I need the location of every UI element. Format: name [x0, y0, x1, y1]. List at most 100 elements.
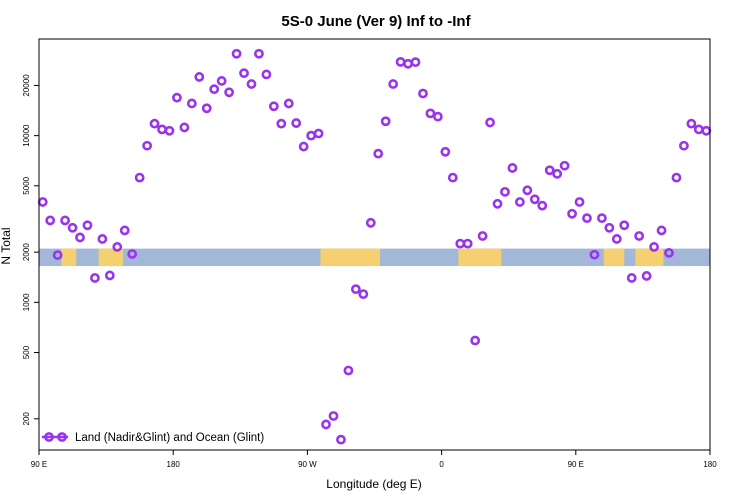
data-point — [97, 234, 108, 244]
data-point — [589, 249, 600, 260]
data-point — [604, 222, 615, 233]
data-point — [254, 48, 264, 59]
data-point — [701, 125, 712, 136]
data-point — [313, 128, 324, 139]
x-tick-label: 90 W — [298, 460, 317, 469]
x-axis-label: Longitude (deg E) — [326, 477, 421, 491]
legend: Land (Nadir&Glint) and Ocean (Glint) — [42, 432, 264, 444]
data-point — [664, 247, 674, 258]
data-point — [119, 225, 130, 236]
data-point — [283, 98, 294, 109]
data-point — [656, 225, 667, 236]
data-point — [149, 118, 160, 129]
data-point — [529, 194, 540, 205]
data-point — [693, 124, 704, 135]
data-point — [507, 163, 518, 173]
x-tick-label: 90 E — [568, 460, 584, 469]
data-point — [477, 231, 488, 241]
data-point — [611, 234, 622, 244]
data-point — [172, 92, 182, 103]
x-tick-label: 180 — [167, 460, 181, 469]
data-point — [67, 222, 78, 233]
data-point — [395, 56, 406, 67]
data-point — [567, 208, 577, 219]
data-point — [90, 273, 100, 283]
data-point — [455, 238, 466, 249]
data-point — [544, 165, 555, 176]
y-tick-label: 1000 — [22, 293, 31, 311]
data-point — [45, 215, 56, 226]
data-point — [291, 118, 302, 128]
y-tick-label: 500 — [22, 345, 31, 359]
data-point — [582, 213, 592, 224]
x-tick-label: 90 E — [31, 460, 47, 469]
data-point — [298, 141, 309, 152]
y-axis-label: N Total — [0, 227, 13, 264]
data-point — [485, 117, 495, 128]
data-point — [619, 220, 630, 231]
data-point — [276, 118, 287, 129]
land-segment — [458, 248, 502, 267]
land-segment — [61, 248, 77, 267]
data-point — [246, 79, 257, 89]
legend-marker-right — [57, 432, 67, 442]
data-point — [75, 232, 85, 243]
data-point — [403, 58, 413, 69]
surface-band — [39, 248, 710, 267]
x-tick-label: 0 — [439, 460, 444, 469]
data-point — [380, 116, 391, 127]
legend-label: Land (Nadir&Glint) and Ocean (Glint) — [75, 432, 264, 444]
data-point — [418, 88, 428, 99]
legend-marker-left — [44, 432, 54, 442]
data-point — [321, 419, 331, 430]
data-point — [104, 270, 115, 281]
data-point — [209, 84, 220, 95]
data-point — [164, 125, 175, 136]
data-point — [127, 249, 138, 259]
data-point — [82, 220, 93, 231]
data-point — [216, 76, 227, 86]
data-point — [239, 68, 249, 79]
plot-frame — [38, 38, 711, 451]
x-axis-ticks: 90 E 180 90 W 0 90 E 180 — [31, 450, 717, 469]
data-point — [410, 57, 421, 68]
y-axis-ticks: 200 500 1000 2000 5000 10000 20000 — [22, 74, 39, 425]
land-segment — [603, 248, 625, 267]
y-tick-label: 10000 — [22, 124, 31, 147]
data-point — [552, 168, 563, 179]
data-point — [462, 238, 473, 249]
data-point — [596, 213, 607, 224]
data-point — [306, 130, 317, 141]
data-point — [425, 108, 436, 119]
data-point — [157, 124, 167, 135]
data-point — [224, 87, 235, 98]
data-point — [134, 172, 145, 183]
data-point — [52, 250, 63, 260]
data-point — [500, 186, 510, 197]
data-point — [358, 289, 369, 300]
data-point — [201, 103, 212, 114]
data-point — [343, 365, 354, 376]
data-point — [388, 79, 399, 89]
data-point — [522, 185, 533, 196]
data-point — [231, 48, 242, 59]
data-point — [194, 72, 205, 82]
y-tick-label: 2000 — [22, 243, 31, 261]
data-point — [373, 148, 384, 159]
data-point — [328, 411, 339, 421]
data-point — [649, 242, 659, 252]
data-point — [350, 284, 361, 295]
data-point — [142, 140, 153, 151]
data-point — [60, 215, 70, 226]
data-point — [679, 140, 689, 151]
data-point — [365, 217, 376, 228]
data-point — [470, 335, 481, 346]
data-point — [686, 118, 697, 129]
data-point — [447, 172, 458, 183]
data-point — [514, 197, 525, 207]
data-point — [671, 172, 682, 183]
data-point — [492, 198, 503, 209]
land-segment — [635, 248, 664, 267]
data-point — [641, 271, 652, 281]
data-point — [440, 146, 451, 157]
